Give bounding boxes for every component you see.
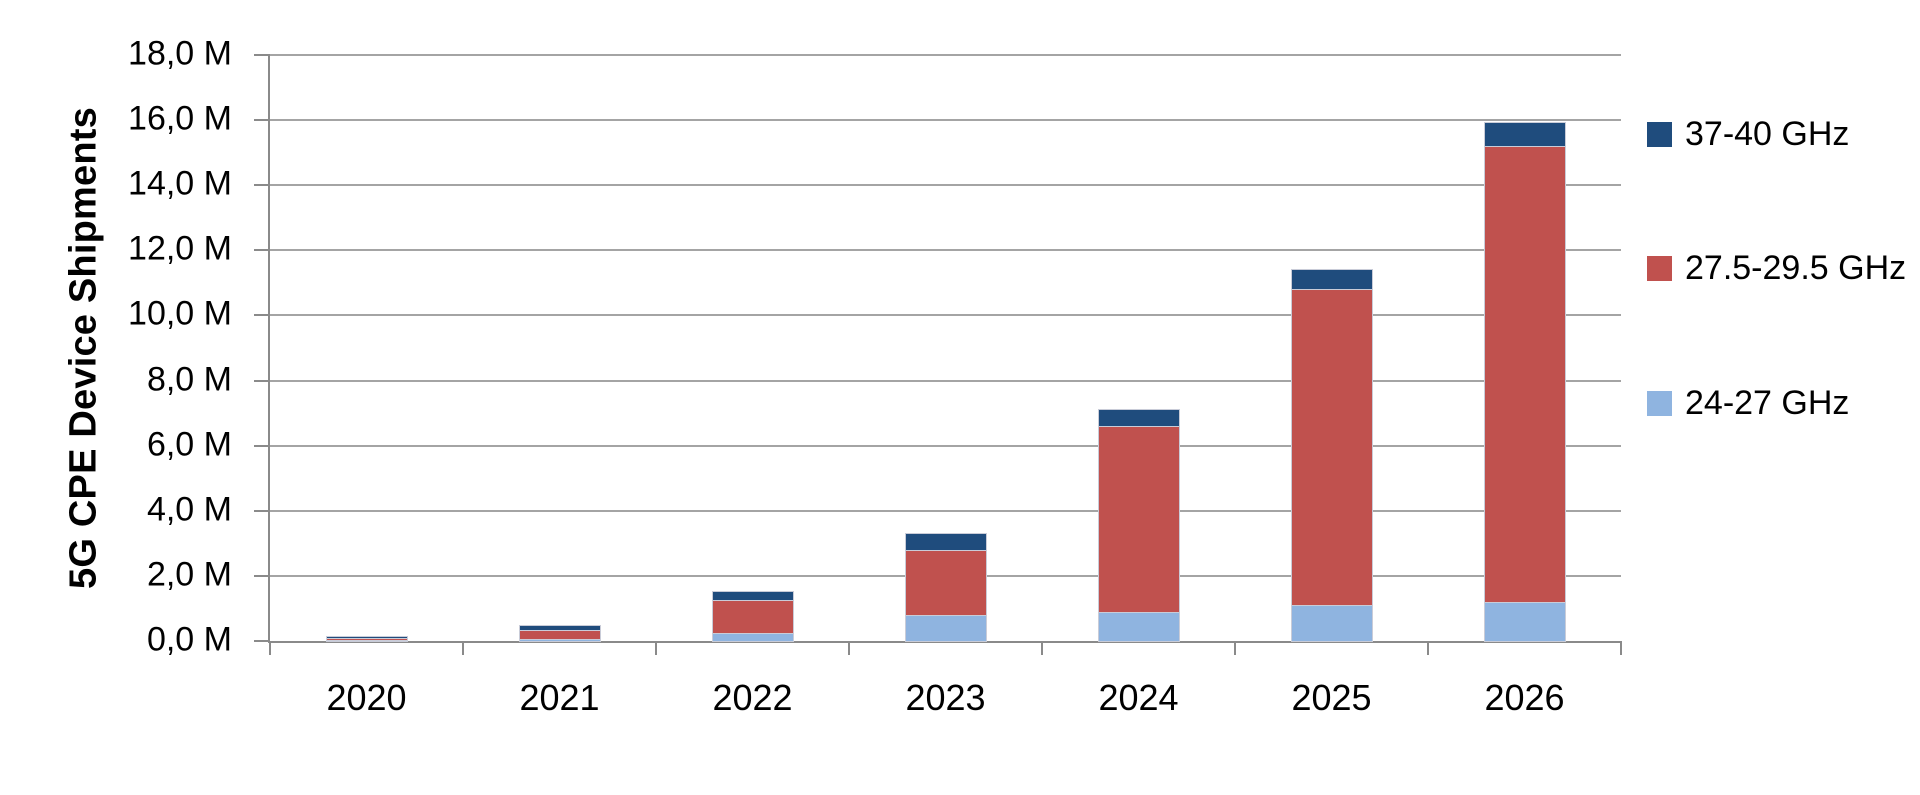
x-tick-mark: [1234, 641, 1236, 655]
legend-label: 27.5-29.5 GHz: [1685, 249, 1907, 287]
bar-segment-37-40-ghz: [519, 626, 600, 630]
x-tick-mark: [1427, 641, 1429, 655]
x-tick-mark: [848, 641, 850, 655]
bar-segment-27-5-29-5-ghz: [905, 549, 986, 615]
bar-segment-27-5-29-5-ghz: [1484, 146, 1565, 602]
bar-segment-37-40-ghz: [1484, 123, 1565, 147]
y-tick-label: 8,0 M: [146, 360, 232, 399]
bar-segment-37-40-ghz: [1291, 269, 1372, 290]
x-tick-mark: [462, 641, 464, 655]
y-tick-mark: [254, 379, 270, 382]
legend-swatch: [1647, 121, 1672, 147]
gridline: [270, 119, 1621, 122]
x-tick-mark: [1041, 641, 1043, 655]
x-tick-label: 2025: [1291, 677, 1372, 718]
gridline: [270, 314, 1621, 317]
y-tick-label: 2,0 M: [146, 555, 232, 594]
gridline: [270, 184, 1621, 187]
y-tick-label: 0,0 M: [146, 620, 232, 659]
y-tick-label: 14,0 M: [128, 164, 232, 203]
plot-area: 0,0 M 2,0 M 4,0 M 6,0 M 8,0 M 10,0 M 12,0 M 14,…: [128, 35, 1622, 718]
gridline: [270, 379, 1621, 382]
y-tick-mark: [254, 444, 270, 447]
bar-segment-24-27-ghz: [712, 632, 793, 641]
y-tick-label: 4,0 M: [146, 490, 232, 529]
bar-segment-24-27-ghz: [1098, 611, 1179, 641]
legend: 37-40 GHz 27.5-29.5 GHz 24-27 GHz: [1647, 111, 1906, 426]
bar-segment-27-5-29-5-ghz: [712, 600, 793, 633]
y-tick-label: 10,0 M: [128, 295, 232, 334]
y-tick-label: 6,0 M: [146, 425, 232, 464]
legend-swatch: [1647, 390, 1672, 416]
bar-segment-37-40-ghz: [905, 533, 986, 550]
bar-segment-27-5-29-5-ghz: [519, 629, 600, 640]
gridline: [270, 509, 1621, 512]
y-tick-label: 12,0 M: [128, 230, 232, 269]
bar-segment-24-27-ghz: [1484, 601, 1565, 641]
bar-segment-27-5-29-5-ghz: [1098, 426, 1179, 612]
bar-segment-24-27-ghz: [905, 614, 986, 641]
legend-label: 24-27 GHz: [1685, 383, 1850, 422]
y-tick-label: 16,0 M: [128, 99, 232, 138]
x-tick-label: 2022: [712, 677, 793, 718]
y-tick-mark: [254, 184, 270, 187]
x-tick-mark: [269, 641, 271, 655]
x-tick-label: 2020: [326, 677, 407, 718]
bar-segment-27-5-29-5-ghz: [1291, 289, 1372, 606]
x-tick-mark: [655, 641, 657, 655]
x-tick-label: 2021: [519, 677, 600, 718]
gridline: [270, 249, 1621, 252]
legend-item: 37-40 GHz: [1647, 111, 1906, 157]
legend-swatch: [1647, 256, 1672, 281]
gridline: [270, 444, 1621, 447]
bar-segment-24-27-ghz: [1291, 605, 1372, 641]
bar-segment-37-40-ghz: [1098, 409, 1179, 427]
bar-segment-24-27-ghz: [519, 639, 600, 641]
legend-label: 37-40 GHz: [1685, 114, 1850, 153]
y-tick-mark: [254, 314, 270, 317]
legend-item: 27.5-29.5 GHz: [1647, 246, 1906, 292]
bar-segment-27-5-29-5-ghz: [326, 638, 407, 641]
y-axis-title: 5G CPE Device Shipments: [62, 107, 105, 589]
x-tick-label: 2024: [1098, 677, 1179, 718]
legend-item: 24-27 GHz: [1647, 380, 1906, 426]
y-tick-mark: [254, 54, 270, 56]
y-tick-mark: [254, 640, 270, 642]
y-tick-label: 18,0 M: [128, 34, 232, 73]
x-tick-mark: [1620, 641, 1622, 655]
bar-segment-24-27-ghz: [326, 640, 407, 641]
x-tick-label: 2023: [905, 677, 986, 718]
y-tick-mark: [254, 119, 270, 122]
y-tick-mark: [254, 574, 270, 577]
bar-segment-37-40-ghz: [326, 637, 407, 639]
y-tick-mark: [254, 249, 270, 252]
y-tick-mark: [254, 509, 270, 512]
gridline: [270, 54, 1621, 56]
x-tick-label: 2026: [1484, 677, 1565, 718]
bar-segment-37-40-ghz: [712, 592, 793, 601]
